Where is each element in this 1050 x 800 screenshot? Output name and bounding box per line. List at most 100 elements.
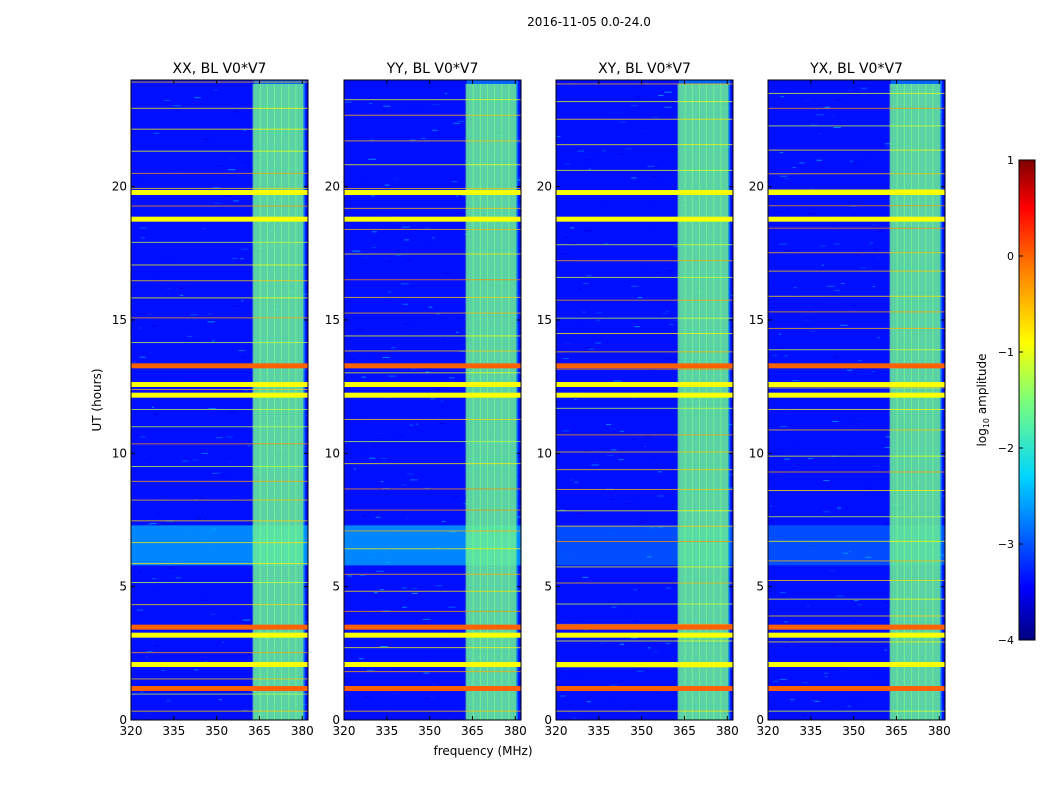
noise-speck bbox=[646, 556, 652, 558]
y-tick-label: 5 bbox=[332, 580, 340, 594]
noise-speck bbox=[247, 654, 251, 656]
noise-speck bbox=[202, 138, 209, 140]
noise-speck bbox=[145, 656, 148, 658]
noise-speck bbox=[369, 457, 376, 459]
noise-speck bbox=[852, 621, 857, 623]
noise-speck bbox=[457, 212, 465, 214]
time-line bbox=[131, 678, 308, 680]
noise-speck bbox=[380, 458, 388, 460]
time-line bbox=[131, 426, 308, 428]
noise-speck bbox=[413, 328, 421, 330]
noise-speck bbox=[833, 126, 841, 128]
noise-speck bbox=[942, 495, 945, 497]
noise-speck bbox=[428, 696, 435, 698]
noise-speck bbox=[784, 178, 791, 180]
noise-speck bbox=[647, 557, 655, 559]
noise-speck bbox=[412, 588, 418, 590]
time-line bbox=[556, 83, 733, 85]
noise-speck bbox=[834, 290, 840, 292]
noise-speck bbox=[650, 115, 658, 117]
noise-speck bbox=[871, 370, 875, 372]
noise-speck bbox=[818, 132, 822, 134]
noise-speck bbox=[229, 412, 238, 414]
time-line bbox=[131, 107, 308, 109]
noise-speck bbox=[436, 313, 440, 315]
noise-speck bbox=[202, 228, 207, 230]
y-tick-label: 20 bbox=[325, 180, 340, 194]
strong-band bbox=[344, 216, 521, 222]
noise-speck bbox=[154, 645, 160, 647]
noise-speck bbox=[432, 103, 441, 105]
noise-speck bbox=[852, 208, 856, 210]
noise-speck bbox=[630, 105, 638, 107]
time-line bbox=[556, 299, 733, 301]
noise-speck bbox=[423, 672, 430, 674]
noise-speck bbox=[884, 447, 891, 449]
time-line bbox=[344, 530, 521, 532]
rfi-channel bbox=[479, 84, 488, 720]
noise-speck bbox=[821, 264, 825, 266]
noise-speck bbox=[442, 339, 445, 341]
noise-speck bbox=[768, 179, 773, 181]
noise-speck bbox=[769, 283, 773, 285]
noise-speck bbox=[820, 245, 827, 247]
time-line bbox=[556, 144, 733, 146]
noise-speck bbox=[565, 342, 572, 344]
noise-speck bbox=[851, 305, 856, 307]
noise-speck bbox=[151, 325, 158, 327]
time-line bbox=[131, 81, 308, 83]
noise-speck bbox=[452, 122, 460, 124]
noise-speck bbox=[352, 250, 361, 252]
time-line bbox=[556, 317, 733, 319]
noise-speck bbox=[582, 282, 590, 284]
noise-speck bbox=[149, 523, 157, 525]
x-tick-label: 365 bbox=[885, 724, 908, 738]
noise-speck bbox=[574, 399, 577, 401]
noise-speck bbox=[517, 647, 521, 649]
noise-speck bbox=[647, 165, 655, 167]
time-line bbox=[344, 509, 521, 511]
time-line bbox=[768, 710, 945, 712]
noise-speck bbox=[409, 139, 416, 141]
noise-speck bbox=[218, 641, 221, 643]
noise-speck bbox=[633, 620, 639, 622]
noise-speck bbox=[387, 300, 391, 302]
time-line bbox=[768, 252, 945, 254]
panel-image bbox=[131, 80, 308, 720]
noise-speck bbox=[570, 227, 575, 229]
noise-speck bbox=[401, 484, 407, 486]
noise-speck bbox=[559, 509, 566, 511]
noise-speck bbox=[943, 236, 945, 238]
noise-speck bbox=[799, 162, 805, 164]
rfi-channel bbox=[918, 84, 927, 720]
time-line bbox=[768, 189, 945, 191]
noise-speck bbox=[855, 255, 860, 257]
rfi-channel bbox=[720, 84, 729, 720]
strong-band bbox=[344, 624, 521, 630]
noise-speck bbox=[564, 236, 569, 238]
noise-speck bbox=[779, 243, 787, 245]
noise-speck bbox=[516, 456, 521, 458]
time-line bbox=[556, 469, 733, 471]
noise-speck bbox=[241, 300, 244, 302]
y-tick-label: 0 bbox=[544, 713, 552, 727]
colorbar: 10−1−2−3−4 log10 amplitude bbox=[975, 154, 1036, 647]
noise-speck bbox=[153, 413, 159, 415]
noise-speck bbox=[636, 670, 644, 672]
panel-image bbox=[556, 80, 733, 720]
rfi-channel bbox=[288, 84, 297, 720]
rfi-channel bbox=[932, 84, 941, 720]
noise-speck bbox=[851, 163, 857, 165]
noise-speck bbox=[456, 709, 462, 711]
noise-speck bbox=[432, 237, 435, 239]
noise-speck bbox=[831, 644, 835, 646]
noise-speck bbox=[153, 132, 160, 134]
noise-speck bbox=[456, 195, 459, 197]
noise-speck bbox=[146, 524, 152, 526]
noise-speck bbox=[774, 452, 778, 454]
noise-speck bbox=[383, 105, 391, 107]
noise-speck bbox=[665, 311, 669, 313]
noise-speck bbox=[217, 472, 221, 474]
noise-speck bbox=[636, 97, 641, 99]
noise-speck bbox=[664, 106, 672, 108]
